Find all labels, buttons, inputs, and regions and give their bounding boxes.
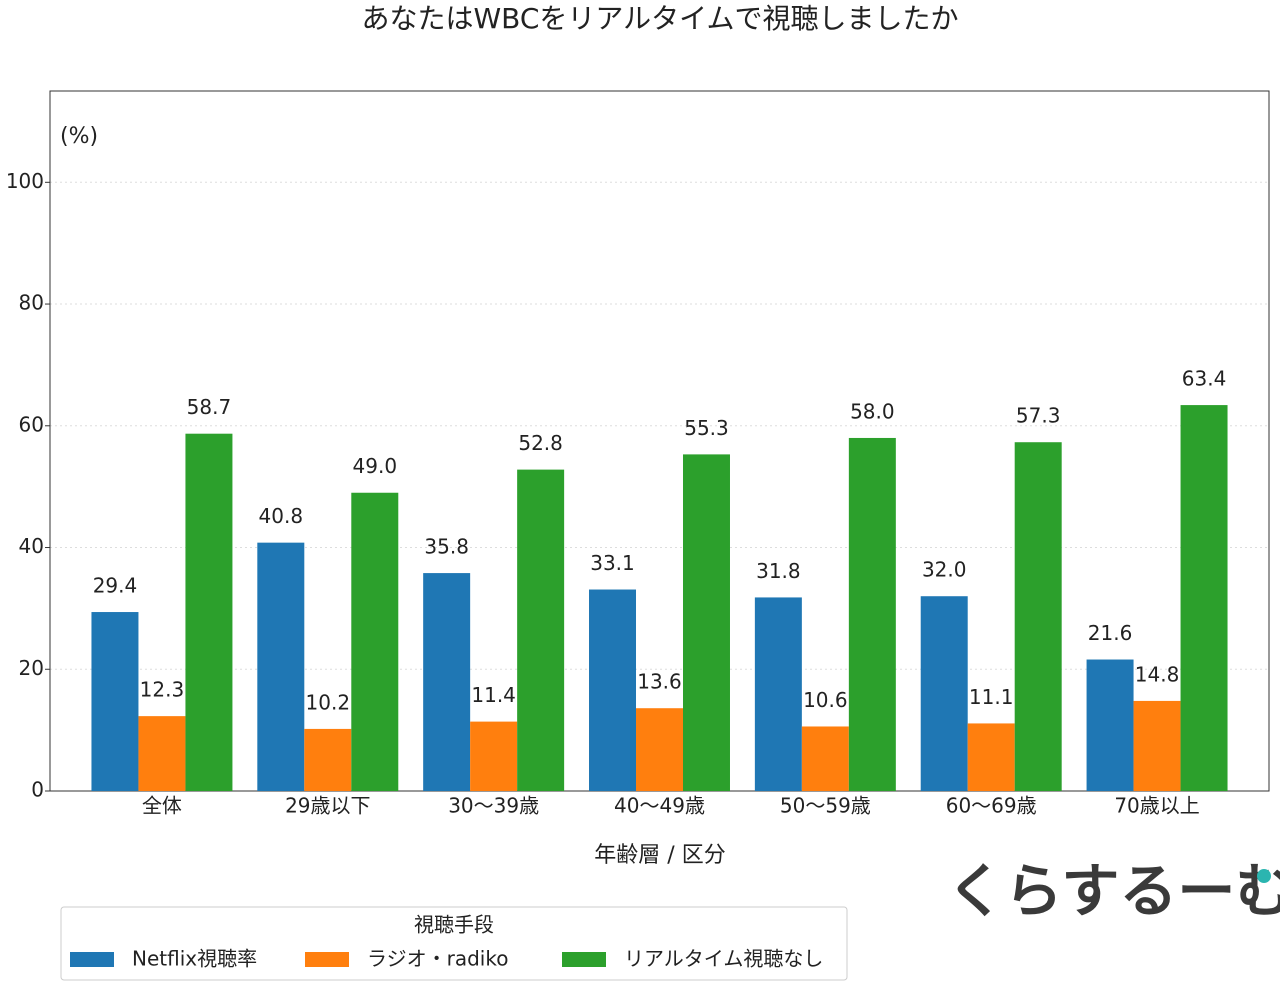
- value-label: 10.2: [306, 690, 351, 714]
- value-label: 11.1: [969, 685, 1014, 709]
- bar: [636, 708, 683, 791]
- value-label: 14.8: [1135, 662, 1180, 686]
- bar: [185, 433, 233, 791]
- bar: [138, 716, 186, 791]
- y-tick-label: 60: [19, 412, 44, 436]
- value-label: 21.6: [1088, 621, 1133, 645]
- bar: [754, 597, 802, 791]
- y-tick-label: 0: [31, 778, 44, 802]
- y-tick-label: 20: [19, 656, 44, 680]
- value-label: 13.6: [637, 670, 682, 694]
- value-label: 29.4: [93, 574, 138, 598]
- bar: [967, 723, 1015, 791]
- x-tick-label: 50〜59歳: [780, 794, 871, 818]
- value-label: 33.1: [590, 551, 635, 575]
- legend-swatch: [70, 952, 114, 967]
- value-label: 40.8: [259, 504, 304, 528]
- logo-dot: [1257, 869, 1271, 883]
- bar: [351, 492, 399, 791]
- value-label: 11.4: [471, 683, 516, 707]
- bar: [257, 542, 305, 791]
- legend-swatch: [305, 952, 349, 967]
- value-label: 58.7: [187, 395, 232, 419]
- bar: [304, 728, 352, 791]
- legend-box: [60, 906, 848, 981]
- value-label: 32.0: [922, 558, 967, 582]
- x-axis-label: 年齢層 / 区分: [594, 843, 725, 868]
- bar: [1133, 700, 1181, 791]
- y-unit-label: (%): [60, 124, 98, 149]
- legend-title: 視聴手段: [414, 913, 494, 937]
- value-label: 12.3: [140, 678, 185, 702]
- x-tick-label: 60〜69歳: [946, 794, 1037, 818]
- value-label: 63.4: [1182, 367, 1227, 391]
- bar: [470, 721, 518, 791]
- logo: くらするーむ: [947, 857, 1280, 925]
- x-tick-label: 40〜49歳: [614, 794, 705, 818]
- legend-label: リアルタイム視聴なし: [624, 947, 823, 971]
- value-label: 57.3: [1016, 404, 1061, 428]
- legend-label: ラジオ・radiko: [367, 947, 508, 971]
- y-tick-label: 80: [19, 291, 44, 315]
- chart-title: あなたはWBCをリアルタイムで視聴しましたか: [361, 2, 958, 35]
- x-tick-label: 30〜39歳: [448, 794, 539, 818]
- bar: [801, 726, 849, 791]
- x-tick-label: 全体: [142, 794, 182, 818]
- legend-swatch: [562, 952, 606, 967]
- value-label: 10.6: [803, 688, 848, 712]
- value-label: 52.8: [518, 431, 563, 455]
- x-tick-label: 70歳以上: [1114, 794, 1199, 818]
- legend-label: Netflix視聴率: [132, 947, 257, 971]
- bar: [91, 612, 139, 791]
- bar: [589, 589, 637, 791]
- value-label: 58.0: [850, 399, 895, 423]
- x-tick-label: 29歳以下: [285, 794, 370, 818]
- y-tick-label: 40: [19, 534, 44, 558]
- bar: [920, 596, 968, 791]
- bar: [517, 469, 565, 791]
- value-label: 35.8: [424, 535, 469, 559]
- bar: [1014, 442, 1062, 791]
- value-label: 55.3: [684, 416, 729, 440]
- bar: [1086, 659, 1134, 791]
- bar: [848, 437, 896, 791]
- y-tick-label: 100: [6, 169, 44, 193]
- bar: [682, 454, 730, 791]
- bar: [423, 573, 471, 791]
- value-label: 49.0: [353, 454, 398, 478]
- value-label: 31.8: [756, 559, 801, 583]
- bar: [1180, 405, 1228, 791]
